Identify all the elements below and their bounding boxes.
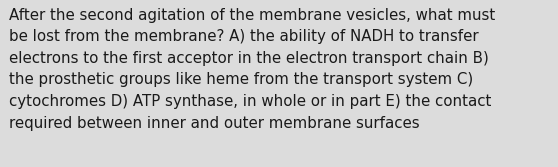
- Text: After the second agitation of the membrane vesicles, what must
be lost from the : After the second agitation of the membra…: [9, 8, 495, 131]
